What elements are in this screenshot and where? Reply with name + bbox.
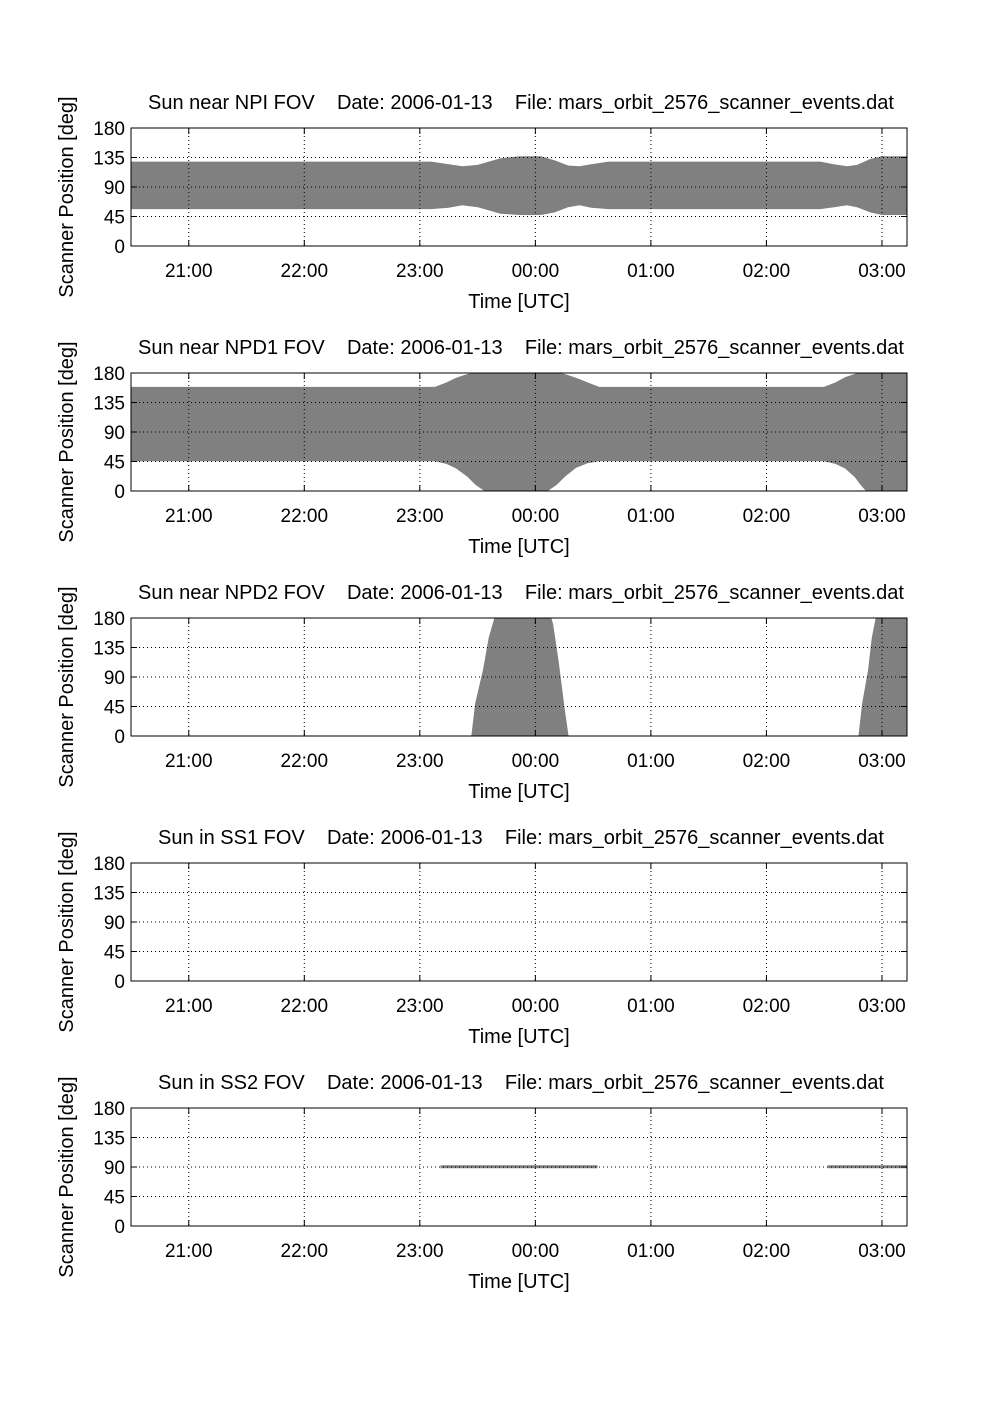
chart-title: Sun near NPD1 FOV Date: 2006-01-13 File:… — [138, 337, 904, 359]
data-area-1 — [131, 156, 907, 215]
x-tick-label: 23:00 — [396, 506, 444, 527]
y-tick-label: 0 — [114, 727, 125, 748]
y-tick-label: 90 — [104, 1158, 125, 1179]
x-tick-label: 03:00 — [858, 1241, 906, 1262]
y-tick-label: 135 — [93, 149, 125, 170]
x-tick-label: 21:00 — [165, 261, 213, 282]
chart-panel-5: 21:00 22:00 23:00 00:00 01:00 02:00 03:00 0 45 90… — [56, 1072, 908, 1293]
data-areas — [471, 618, 907, 736]
x-axis-label: Time [UTC] — [468, 1271, 569, 1293]
y-tick-label: 135 — [93, 884, 125, 905]
x-tick-label: 22:00 — [281, 1241, 329, 1262]
x-tick-label: 01:00 — [627, 506, 675, 527]
y-tick-label: 90 — [104, 668, 125, 689]
x-tick-label: 03:00 — [858, 261, 906, 282]
data-area-3 — [858, 618, 907, 736]
y-tick-label: 0 — [114, 972, 125, 993]
x-tick-label: 00:00 — [512, 1241, 560, 1262]
data-areas — [131, 156, 907, 215]
y-tick-label: 90 — [104, 423, 125, 444]
x-tick-label: 21:00 — [165, 996, 213, 1017]
x-axis-label: Time [UTC] — [468, 781, 569, 803]
x-tick-label: 22:00 — [281, 261, 329, 282]
y-tick-label: 90 — [104, 178, 125, 199]
y-tick-label: 180 — [93, 609, 125, 630]
y-axis-label: Scanner Position [deg] — [56, 1076, 78, 1277]
x-tick-label: 21:00 — [165, 506, 213, 527]
chart-panel-3: 21:00 22:00 23:00 00:00 01:00 02:00 03:00 0 45 90… — [56, 582, 908, 803]
chart-title: Sun in SS2 FOV Date: 2006-01-13 File: ma… — [158, 1072, 884, 1094]
x-tick-label: 02:00 — [743, 1241, 791, 1262]
x-tick-label: 00:00 — [512, 261, 560, 282]
chart-title: Sun in SS1 FOV Date: 2006-01-13 File: ma… — [158, 827, 884, 849]
y-tick-label: 0 — [114, 237, 125, 258]
x-tick-label: 23:00 — [396, 751, 444, 772]
y-tick-label: 180 — [93, 119, 125, 140]
y-tick-label: 0 — [114, 1217, 125, 1238]
x-tick-label: 02:00 — [743, 751, 791, 772]
x-tick-label: 03:00 — [858, 996, 906, 1017]
y-tick-label: 45 — [104, 453, 125, 474]
x-tick-label: 03:00 — [858, 506, 906, 527]
x-tick-label: 02:00 — [743, 996, 791, 1017]
x-tick-label: 01:00 — [627, 996, 675, 1017]
x-tick-label: 22:00 — [281, 506, 329, 527]
x-tick-label: 01:00 — [627, 751, 675, 772]
x-tick-label: 23:00 — [396, 261, 444, 282]
x-tick-label: 01:00 — [627, 1241, 675, 1262]
y-tick-label: 45 — [104, 698, 125, 719]
chart-panel-1: 21:00 22:00 23:00 00:00 01:00 02:00 03:00 0 45 90… — [56, 92, 908, 313]
x-tick-label: 23:00 — [396, 1241, 444, 1262]
x-tick-label: 22:00 — [281, 751, 329, 772]
y-tick-label: 45 — [104, 208, 125, 229]
x-tick-label: 21:00 — [165, 751, 213, 772]
x-tick-label: 23:00 — [396, 996, 444, 1017]
data-area-2 — [496, 618, 569, 736]
y-tick-label: 180 — [93, 1099, 125, 1120]
x-axis-label: Time [UTC] — [468, 291, 569, 313]
x-tick-label: 03:00 — [858, 751, 906, 772]
y-tick-label: 135 — [93, 1129, 125, 1150]
x-axis-label: Time [UTC] — [468, 1026, 569, 1048]
y-tick-label: 180 — [93, 364, 125, 385]
x-tick-label: 02:00 — [743, 261, 791, 282]
x-tick-label: 22:00 — [281, 996, 329, 1017]
y-tick-label: 135 — [93, 639, 125, 660]
chart-title: Sun near NPI FOV Date: 2006-01-13 File: … — [148, 92, 894, 114]
x-axis-label: Time [UTC] — [468, 536, 569, 558]
y-axis-label: Scanner Position [deg] — [56, 341, 78, 542]
y-tick-label: 180 — [93, 854, 125, 875]
y-tick-label: 45 — [104, 943, 125, 964]
x-tick-label: 00:00 — [512, 506, 560, 527]
x-tick-label: 21:00 — [165, 1241, 213, 1262]
x-tick-label: 00:00 — [512, 751, 560, 772]
y-axis-label: Scanner Position [deg] — [56, 586, 78, 787]
y-tick-label: 0 — [114, 482, 125, 503]
chart-panel-2: 21:00 22:00 23:00 00:00 01:00 02:00 03:00 0 45 90… — [56, 337, 908, 558]
x-tick-label: 01:00 — [627, 261, 675, 282]
chart-title: Sun near NPD2 FOV Date: 2006-01-13 File:… — [138, 582, 904, 604]
chart-panel-4: 21:00 22:00 23:00 00:00 01:00 02:00 03:00 0 45 90… — [56, 827, 908, 1048]
y-axis-label: Scanner Position [deg] — [56, 831, 78, 1032]
x-tick-label: 02:00 — [743, 506, 791, 527]
x-tick-label: 00:00 — [512, 996, 560, 1017]
y-tick-label: 135 — [93, 394, 125, 415]
y-tick-label: 90 — [104, 913, 125, 934]
y-axis-label: Scanner Position [deg] — [56, 96, 78, 297]
y-tick-label: 45 — [104, 1188, 125, 1209]
